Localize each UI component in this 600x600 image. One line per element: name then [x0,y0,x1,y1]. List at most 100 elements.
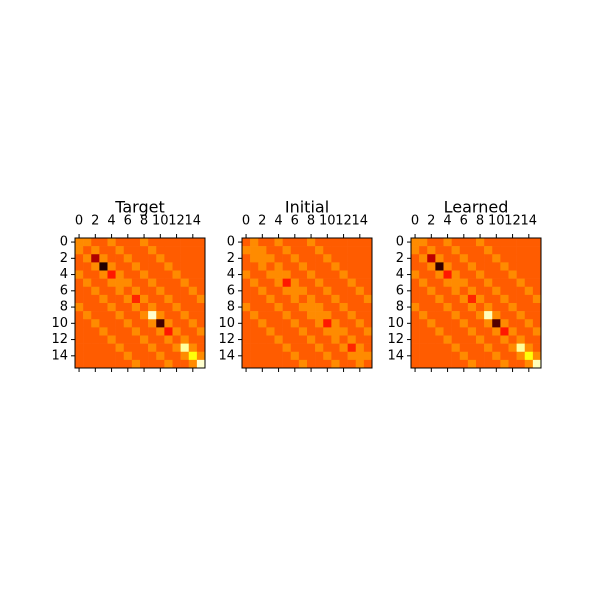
cell [355,278,365,288]
cell [91,343,100,353]
cell [258,327,267,336]
cell [123,327,133,336]
cell [75,359,84,369]
cell [516,327,526,336]
x-tick-label: 2 [258,214,266,229]
cell [172,270,181,279]
cell [172,286,181,296]
cell [148,246,157,255]
cell [164,319,173,328]
cell [516,278,526,288]
cell [83,238,92,247]
cell [148,335,157,344]
cell [492,270,501,279]
cell [532,254,542,263]
cell [258,311,267,320]
y-tick-label: 0 [60,235,68,250]
cell [83,246,92,255]
cell [500,327,509,336]
cell [355,246,365,255]
cell [484,238,493,247]
cell [148,294,157,304]
cell [266,319,275,328]
cell [500,254,509,263]
cell [467,335,477,344]
cell [355,359,365,369]
cell [411,327,420,336]
cell [242,327,251,336]
cell [131,319,141,328]
cell [492,311,501,320]
y-tick-label: 10 [218,316,235,331]
cell [331,303,340,312]
cell [172,351,181,361]
chart-title: Target [114,198,165,217]
cell [75,262,84,271]
cell [75,270,84,279]
cell [99,262,108,271]
cell [123,311,133,320]
cell [123,343,133,353]
cell [427,327,436,336]
cell [331,311,340,320]
cell [188,335,198,344]
cell [347,246,357,255]
cell [180,359,190,369]
cell [411,278,420,288]
cell [250,246,259,255]
cell [451,278,461,288]
cell [419,359,428,369]
cell [508,246,517,255]
cell [411,294,420,304]
cell [180,343,190,353]
cell [282,327,292,336]
cell [156,238,165,247]
cell [156,327,165,336]
cell [516,238,526,247]
cell [355,254,365,263]
cell [274,246,283,255]
cell [266,254,275,263]
cell [323,254,332,263]
cell [298,294,308,304]
cell [355,294,365,304]
cell [492,335,501,344]
cell [363,359,373,369]
cell [363,319,373,328]
cell [172,359,181,369]
cell [180,294,190,304]
cell [500,343,509,353]
cell [164,270,173,279]
cell [75,319,84,328]
cell [115,238,125,247]
cell [411,335,420,344]
cell [435,335,444,344]
cell [307,278,316,288]
cell [347,303,357,312]
cell [274,343,283,353]
cell [298,319,308,328]
cell [451,311,461,320]
cell [156,335,165,344]
cell [467,254,477,263]
cell [107,311,116,320]
cell [484,311,493,320]
cell [290,294,300,304]
cell [443,238,452,247]
cell [347,351,357,361]
cell [148,359,157,369]
cell [107,327,116,336]
cell [419,327,428,336]
cell [435,319,444,328]
cell [484,254,493,263]
cell [524,359,534,369]
cell [156,286,165,296]
cell [532,351,542,361]
cell [363,294,373,304]
cell [435,270,444,279]
cell [508,359,517,369]
cell [290,327,300,336]
cell [298,278,308,288]
cell [123,319,133,328]
cell [508,335,517,344]
